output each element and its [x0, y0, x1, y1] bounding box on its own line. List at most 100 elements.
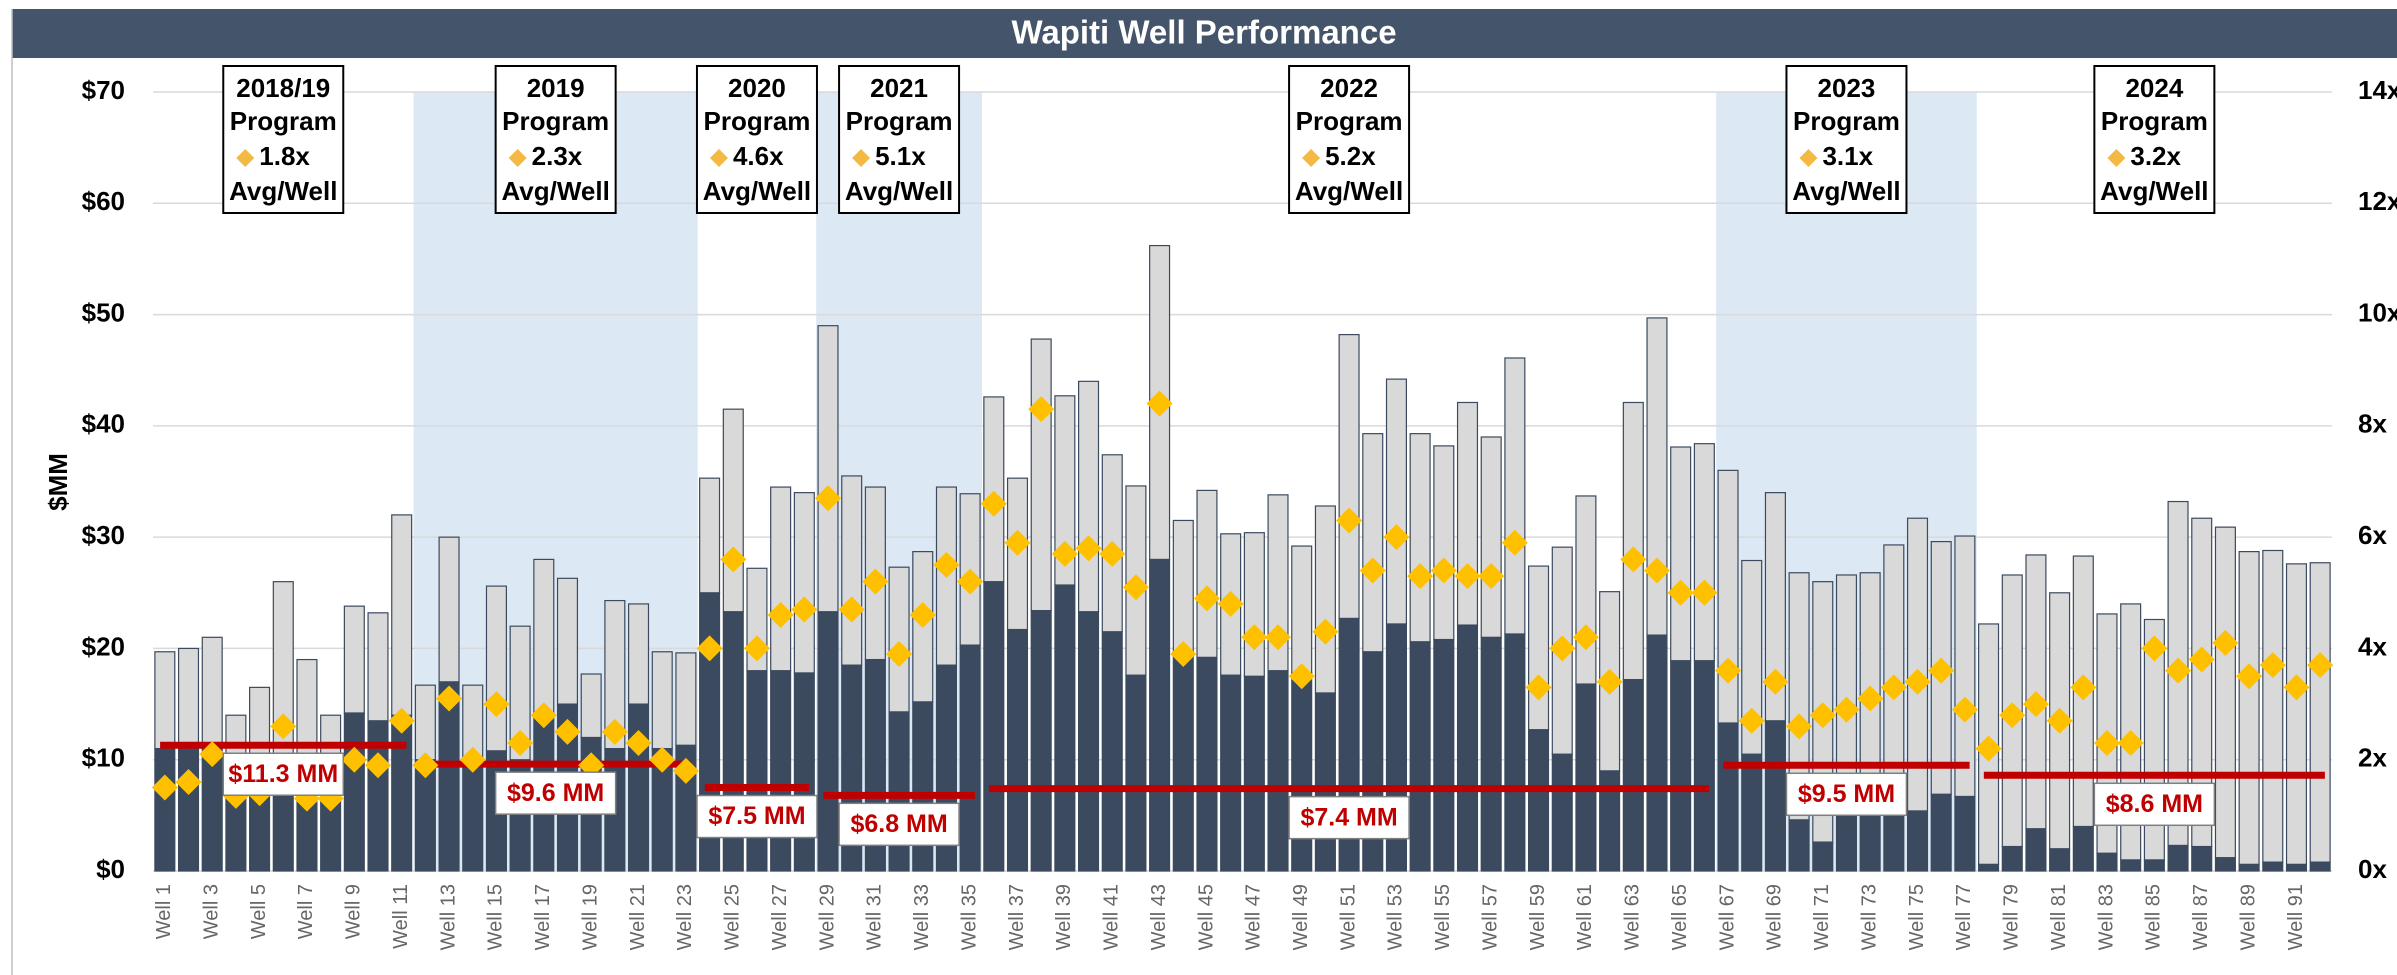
average-label: $6.8 MM — [850, 810, 947, 838]
program-line: 5.2x — [1325, 141, 1376, 171]
program-line: Avg/Well — [229, 176, 337, 206]
bar-segment — [1172, 519, 1194, 657]
bar-segment — [1409, 433, 1431, 643]
x-tick-label: Well 11 — [390, 884, 412, 949]
bar-segment — [793, 672, 815, 872]
bar-segment — [1409, 641, 1431, 872]
bar-segment — [1551, 753, 1573, 872]
bar-segment — [414, 684, 436, 761]
bar-segment — [1291, 545, 1313, 674]
multiple-diamond — [1004, 529, 1031, 556]
bar-segment — [367, 612, 389, 722]
program-line: Program — [1793, 106, 1900, 136]
legend-diamond — [709, 149, 728, 167]
bar-segment — [1622, 678, 1644, 872]
multiple-diamond — [341, 746, 368, 773]
bar-segment — [2001, 845, 2023, 872]
multiple-diamond — [1667, 579, 1694, 606]
bar-segment — [1196, 489, 1218, 658]
bar-segment — [1528, 565, 1550, 731]
multiple-diamond — [909, 602, 936, 629]
bar-segment — [817, 325, 839, 613]
multiple-diamond — [1738, 707, 1765, 734]
bar-segment — [1480, 436, 1502, 638]
bar-segment — [2120, 859, 2142, 872]
bar-segment — [651, 651, 673, 750]
legend-diamond — [236, 149, 255, 167]
bar-segment — [438, 536, 460, 683]
bar-segment — [556, 577, 579, 705]
bar-segment — [2309, 861, 2331, 872]
x-tick-label: Well 13 — [437, 884, 459, 950]
x-tick-label: Well 73 — [1858, 884, 1880, 950]
y-tick-label: $40 — [82, 409, 125, 439]
bar-segment — [2262, 861, 2284, 872]
bar-segment — [1859, 809, 1881, 872]
x-tick-label: Well 15 — [485, 884, 507, 950]
program-line: Avg/Well — [1295, 176, 1403, 206]
bar-segment — [509, 625, 531, 761]
x-tick-label: Well 87 — [2190, 884, 2212, 950]
bar-segment — [154, 747, 176, 872]
multiple-diamond — [1051, 540, 1078, 567]
multiple-diamond — [1928, 657, 1955, 684]
multiple-diamond — [1762, 668, 1789, 695]
bar-segment — [2309, 562, 2331, 863]
multiple-diamond — [1170, 640, 1197, 667]
multiple-diamond — [412, 752, 439, 779]
bar-segment — [1030, 338, 1052, 612]
multiple-diamond — [483, 691, 510, 718]
multiple-diamond — [1122, 574, 1149, 601]
x-tick-label: Well 61 — [1574, 884, 1596, 950]
average-label-box — [2093, 782, 2216, 827]
multiple-diamond — [767, 602, 794, 629]
x-tick-label: Well 35 — [958, 884, 980, 950]
bar-segment — [2072, 825, 2094, 872]
multiple-diamond — [1572, 624, 1599, 651]
multiple-diamond — [1596, 668, 1623, 695]
multiple-diamond — [980, 490, 1007, 517]
bar-segment — [2285, 863, 2308, 872]
bar-segment — [1030, 609, 1052, 872]
bar-segment — [888, 566, 910, 713]
multiple-diamond — [2022, 691, 2049, 718]
program-line: 2024 — [2125, 73, 2183, 103]
multiple-diamond — [1549, 635, 1576, 662]
bar-segment — [817, 611, 839, 872]
x-tick-label: Well 47 — [1243, 884, 1265, 950]
x-tick-label: Well 43 — [1148, 884, 1170, 950]
y2-tick-label: 12x — [2358, 186, 2397, 216]
bar-segment — [580, 673, 602, 739]
bar-segment — [1954, 535, 1976, 798]
bar-segment — [1078, 380, 1100, 613]
multiple-diamond — [1478, 563, 1505, 590]
average-label-box — [1288, 795, 1410, 840]
bar-segment — [1385, 378, 1407, 625]
legend-diamond — [852, 149, 871, 167]
multiple-diamond — [815, 485, 842, 512]
x-tick-label: Well 31 — [864, 884, 886, 950]
bar-segment — [959, 644, 981, 872]
multiple-diamond — [1075, 535, 1102, 562]
bar-segment — [2191, 517, 2213, 848]
bar-segment — [1456, 401, 1479, 626]
y2-tick-label: 2x — [2358, 743, 2387, 773]
bar-segment — [627, 603, 650, 705]
legend-diamond — [508, 149, 527, 167]
bar-segment — [2096, 852, 2118, 872]
bar-segment — [722, 408, 744, 613]
program-line: 3.1x — [1822, 141, 1873, 171]
bar-segment — [1812, 841, 1834, 872]
program-line: Program — [502, 106, 609, 136]
bar-segment — [1338, 334, 1360, 619]
bar-segment — [1314, 692, 1336, 872]
multiple-diamond — [507, 730, 534, 757]
x-tick-label: Well 65 — [1669, 884, 1691, 950]
bar-segment — [1220, 674, 1242, 872]
bar-segment — [462, 759, 484, 872]
x-tick-label: Well 1 — [153, 884, 175, 939]
multiple-diamond — [1028, 396, 1055, 423]
multiple-diamond — [2259, 652, 2286, 679]
program-line: 2021 — [870, 73, 928, 103]
bar-segment — [1622, 401, 1644, 681]
